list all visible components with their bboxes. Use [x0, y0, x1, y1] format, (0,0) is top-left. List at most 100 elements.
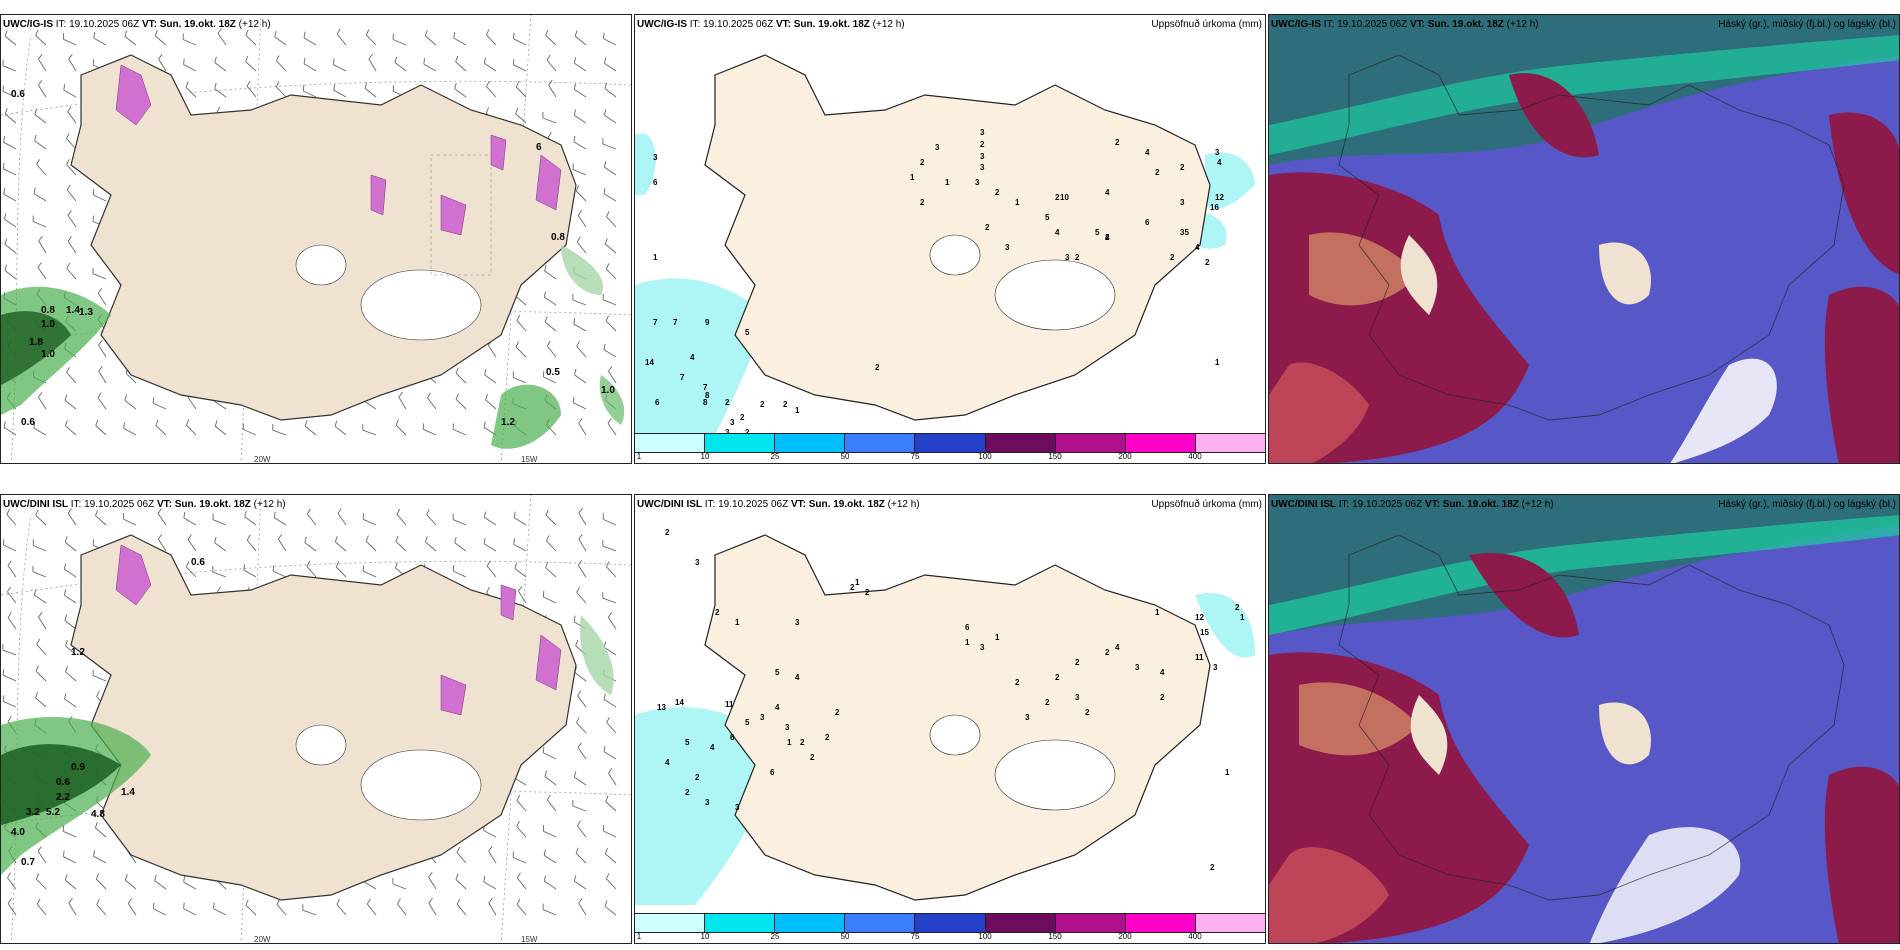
wind-barb-flag	[426, 508, 430, 515]
precip-value-label: 3	[980, 128, 985, 137]
panel-right-title: Uppsöfnuð úrkoma (mm)	[1151, 19, 1262, 30]
lon-label-20w: 20W	[254, 455, 271, 464]
wind-barb	[213, 908, 227, 916]
wind-barb	[187, 539, 197, 552]
precip-value-label: 3	[1025, 713, 1030, 722]
wind-barb-flag	[94, 822, 98, 829]
wind-barb	[246, 539, 257, 552]
wind-barb-flag	[603, 161, 607, 168]
wind-barb-flag	[38, 392, 43, 398]
wind-barb	[2, 91, 17, 98]
wind-barb-flag	[608, 768, 613, 774]
wind-barb	[604, 647, 617, 656]
precip-value-label: 1	[1225, 768, 1230, 777]
wind-barb-flag	[577, 690, 582, 697]
wind-barb	[574, 115, 587, 124]
precip-value-label: 11	[1195, 653, 1204, 662]
precip-map-svg: 3617795414778686112222133221232121323332…	[635, 15, 1265, 435]
wind-barb	[606, 722, 617, 734]
dew-value-label: 1.2	[71, 647, 85, 658]
wind-barb-flag	[604, 848, 608, 854]
wind-barb-flag	[95, 509, 99, 516]
wind-barb-flag	[455, 393, 459, 400]
wind-barb-flag	[7, 872, 11, 879]
wind-barb	[187, 397, 197, 410]
wind-barb-flag	[183, 511, 186, 519]
wind-barb-flag	[38, 54, 43, 60]
wind-barb-flag	[64, 420, 68, 426]
wind-barb-flag	[66, 366, 70, 373]
wind-barb-flag	[455, 873, 459, 880]
wind-barb-flag	[453, 32, 456, 39]
wind-barb	[608, 371, 617, 384]
wind-barb-flag	[66, 158, 70, 165]
precip-value-label: 2	[1235, 603, 1240, 612]
precip-value-label: 2	[835, 708, 840, 717]
panel-title: UWC/IG-IS IT: 19.10.2025 06Z VT: Sun. 19…	[637, 19, 905, 30]
wind-barb-flag	[397, 898, 401, 905]
wind-barb-flag	[602, 824, 605, 832]
precip-value-label: 4	[1105, 233, 1110, 242]
precip-value-label: 2	[1180, 163, 1185, 172]
wind-barb-flag	[6, 508, 11, 515]
wind-barb	[336, 33, 347, 46]
wind-barb	[34, 140, 47, 150]
wind-barb	[273, 570, 287, 578]
wind-barb-flag	[64, 536, 68, 543]
wind-barb	[98, 344, 107, 358]
wind-barb-flag	[64, 394, 68, 401]
wind-barb-flag	[544, 264, 547, 272]
precip-value-label: 8	[703, 398, 708, 407]
wind-barb-flag	[93, 32, 96, 39]
wind-barb	[578, 512, 587, 526]
wind-barb	[214, 62, 227, 72]
wind-map-svg: 0.60.81.01.4 1.31.81.00.60.51.01.20.86	[1, 15, 631, 463]
wind-barb	[337, 513, 347, 526]
wind-barb	[38, 397, 47, 410]
wind-barb-flag	[216, 106, 221, 113]
wind-barb	[63, 38, 77, 46]
colorbar-tick: 400	[1188, 932, 1202, 941]
precip-value-label: 8	[705, 391, 710, 400]
wind-barb	[605, 320, 617, 332]
precip-value-label: 1	[787, 738, 792, 747]
wind-barb	[544, 321, 557, 332]
colorbar-swatch	[1055, 914, 1126, 932]
panel-bottom-middle-precip-map: 13 14 11 5 4 6 5 4 4 2 2 3 3 3 3 1 2 2 2 2 1 2 6 5 4 2 2 3 2 1 3 12 15 11…	[634, 494, 1266, 944]
wind-barb	[37, 267, 47, 280]
precip-value-label: 3	[730, 418, 735, 427]
wind-barb	[483, 830, 497, 838]
wind-barb-flag	[485, 393, 489, 400]
wind-barb-flag	[455, 55, 459, 62]
wind-barb	[544, 776, 557, 786]
wind-barb	[543, 830, 557, 838]
wind-barb	[243, 428, 257, 436]
lon-label-15w: 15W	[521, 935, 538, 944]
wind-barb	[3, 674, 17, 682]
wind-barb	[513, 376, 527, 384]
wind-barb-flag	[36, 898, 41, 905]
wind-barb	[368, 58, 377, 72]
wind-barb	[602, 299, 617, 306]
precip-value-label: 2	[740, 413, 745, 422]
wind-barb-flag	[96, 898, 100, 905]
wind-barb-flag	[603, 187, 606, 194]
wind-barb-flag	[217, 28, 222, 34]
dew-value-label: 0.6	[56, 777, 70, 788]
wind-barb	[3, 193, 17, 202]
wind-barb-flag	[394, 562, 398, 568]
wind-barb	[185, 566, 197, 578]
wind-barb-flag	[36, 638, 40, 645]
wind-barb-flag	[516, 872, 521, 879]
panel-title: UWC/IG-IS IT: 19.10.2025 06Z VT: Sun. 19…	[1271, 19, 1539, 30]
wind-barb	[486, 86, 497, 98]
wind-barb-flag	[2, 538, 5, 545]
wind-barb	[544, 296, 557, 306]
colorbar-tick: 10	[700, 452, 710, 461]
dew-value-label: 1.2	[501, 417, 515, 428]
wind-barb-flag	[484, 368, 487, 376]
wind-barb-flag	[127, 898, 133, 904]
wind-barb-flag	[543, 875, 546, 882]
wind-barb-flag	[572, 396, 575, 403]
wind-barb-flag	[303, 57, 306, 64]
